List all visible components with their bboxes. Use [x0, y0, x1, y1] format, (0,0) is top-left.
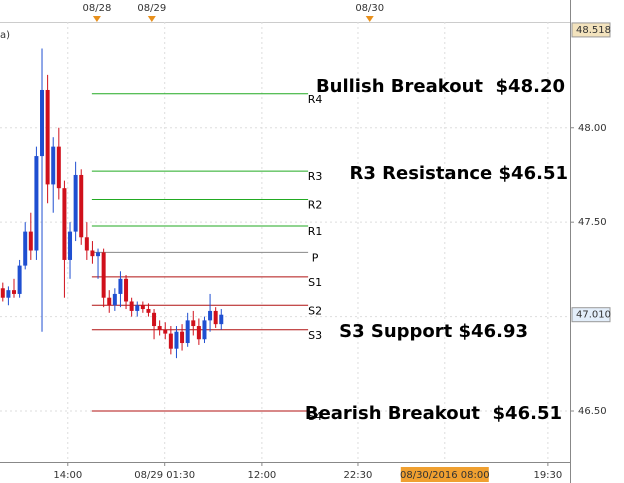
- candle-body: [23, 231, 28, 266]
- annotation: Bearish Breakout $46.51: [305, 403, 562, 424]
- top-tick-marker: [92, 16, 101, 22]
- candle-body: [163, 329, 168, 334]
- pivot-label: R2: [308, 199, 323, 212]
- candle-body: [219, 314, 224, 325]
- annotation: S3 Support $46.93: [339, 321, 528, 342]
- pivot-label: S1: [308, 276, 322, 289]
- candle-body: [202, 320, 207, 340]
- candle-body: [56, 146, 61, 189]
- candle-body: [152, 312, 157, 327]
- candle-body: [40, 89, 45, 157]
- y-tick-label: 46.50: [578, 406, 607, 417]
- annotation: Bullish Breakout $48.20: [316, 76, 565, 97]
- candle-body: [90, 250, 95, 257]
- candle-body: [124, 278, 129, 302]
- top-tick-label: 08/30: [355, 3, 384, 14]
- x-tick-label: 14:00: [53, 470, 82, 481]
- top-tick-label: 08/28: [82, 3, 111, 14]
- candle-body: [112, 293, 117, 306]
- top-tick-marker: [365, 16, 374, 22]
- top-tick-marker: [147, 16, 156, 22]
- candle-body: [68, 231, 73, 260]
- candle-body: [45, 89, 50, 185]
- candle-body: [84, 237, 89, 251]
- pivot-label: S4: [308, 410, 322, 423]
- candle-body: [6, 290, 11, 298]
- candle-body: [208, 310, 213, 321]
- price-marker-label: 47.010: [576, 310, 611, 321]
- candle-body: [191, 320, 196, 327]
- candle-body: [180, 331, 185, 344]
- candle-body: [196, 326, 201, 340]
- candle-body: [62, 188, 67, 260]
- candle-body: [12, 290, 17, 294]
- price-marker-box: [571, 22, 611, 38]
- pivot-label: S2: [308, 304, 322, 317]
- candle-body: [185, 320, 190, 344]
- candle-body: [118, 278, 123, 294]
- x-tick-label: 22:30: [344, 470, 373, 481]
- pivot-label: P: [312, 251, 319, 264]
- y-tick-label: 47.50: [578, 217, 607, 228]
- candle-body: [174, 331, 179, 349]
- pivot-label: S3: [308, 329, 322, 342]
- candle-body: [168, 333, 173, 349]
- candle-body: [135, 305, 140, 311]
- x-marker-label: 08/30/2016 08:00: [400, 470, 490, 481]
- candle-body: [96, 252, 101, 257]
- candle-body: [0, 288, 5, 298]
- x-tick-label: 19:30: [533, 470, 562, 481]
- x-tick-label: 12:00: [247, 470, 276, 481]
- y-tick-label: 48.00: [578, 123, 607, 134]
- x-tick-label: 08/29 01:30: [134, 470, 195, 481]
- corner-label: a): [0, 30, 10, 41]
- price-marker-box: [571, 307, 611, 323]
- candle-body: [157, 326, 162, 330]
- candle-body: [140, 305, 145, 310]
- candle-body: [146, 309, 151, 313]
- top-tick-label: 08/29: [137, 3, 166, 14]
- candle-body: [129, 301, 134, 311]
- candle-body: [213, 310, 218, 325]
- candle-body: [34, 156, 39, 251]
- pivot-label: R4: [308, 93, 323, 106]
- pivot-label: R3: [308, 170, 323, 183]
- candle-body: [17, 265, 22, 294]
- annotation: R3 Resistance $46.51: [350, 163, 569, 184]
- pivot-label: R1: [308, 225, 323, 238]
- candle-body: [107, 297, 112, 306]
- candle-body: [51, 146, 56, 185]
- candle-body: [28, 231, 33, 251]
- candle-body: [73, 174, 78, 232]
- x-marker-box: [400, 467, 489, 482]
- candle-body: [79, 174, 84, 238]
- candle-body: [101, 252, 106, 298]
- price-marker-label: 48.518: [576, 25, 611, 36]
